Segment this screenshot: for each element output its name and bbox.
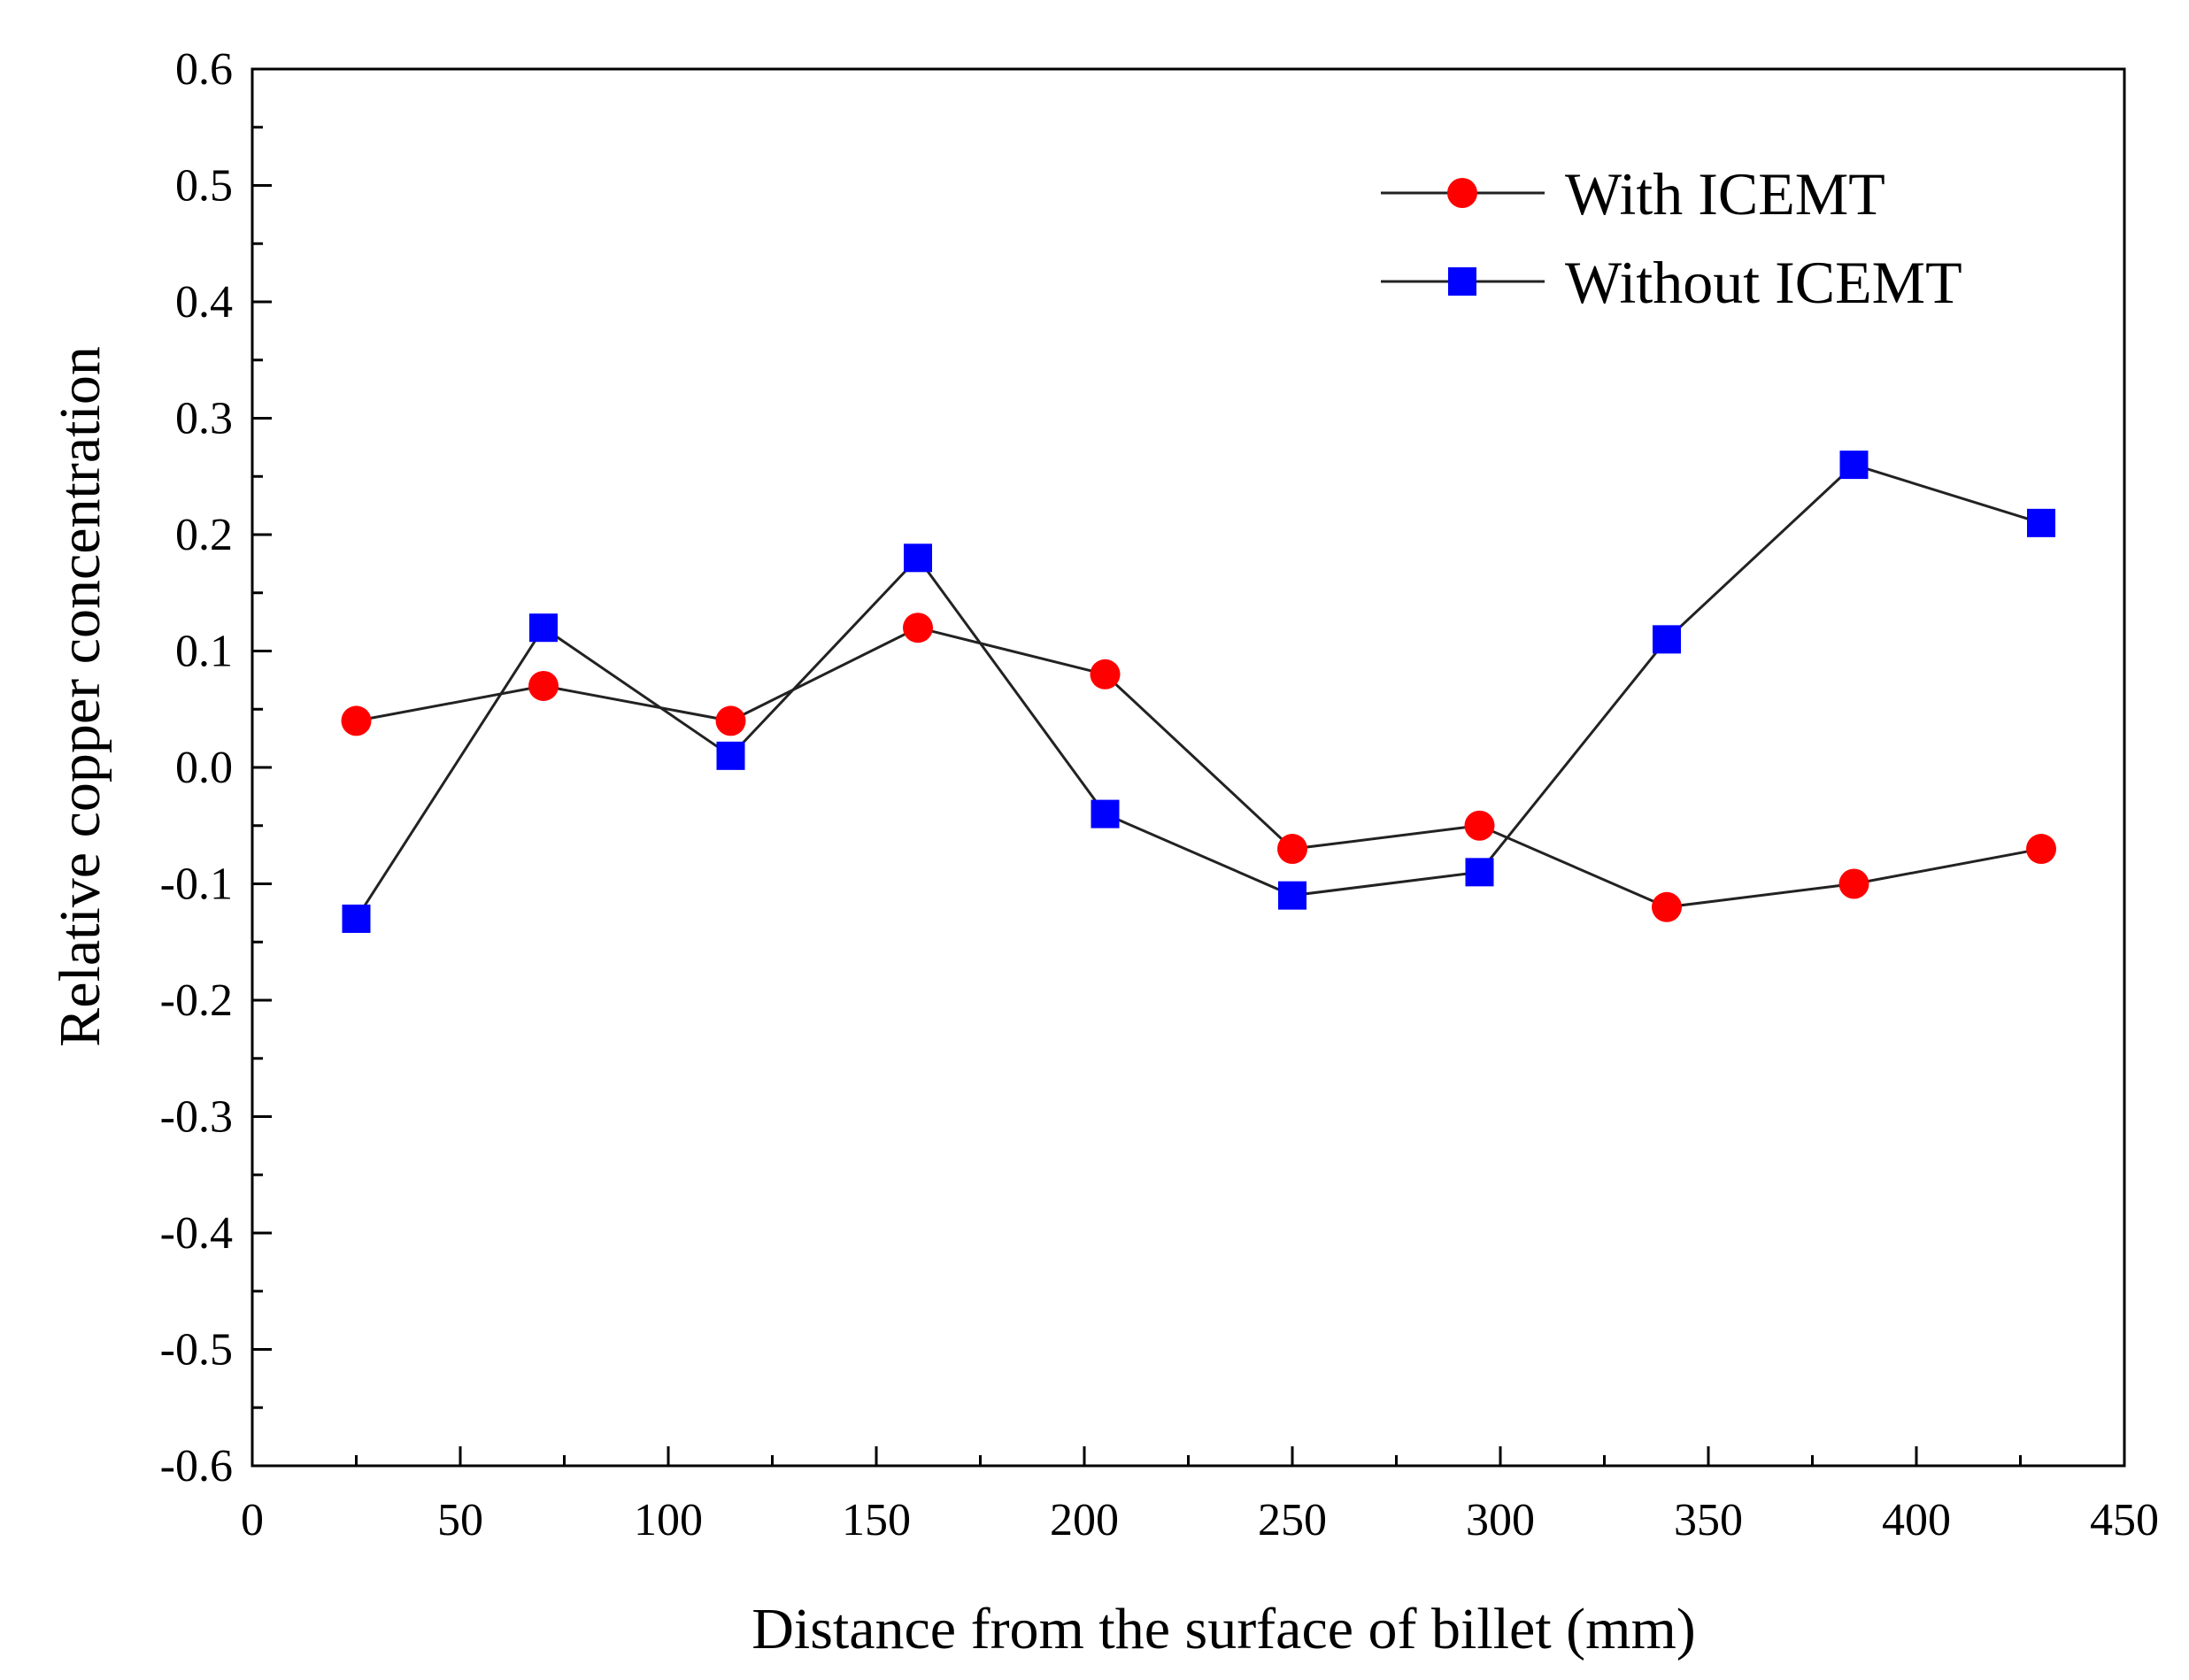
y-tick-label: 0.6 <box>175 44 233 95</box>
y-axis-title: Relative copper concentration <box>48 346 112 1047</box>
x-tick-label: 0 <box>241 1495 264 1545</box>
y-tick-label: -0.4 <box>160 1208 233 1259</box>
data-point-with-icemt <box>715 705 746 736</box>
y-tick-label: -0.2 <box>160 975 233 1026</box>
legend-marker-with-icemt <box>1447 178 1477 208</box>
x-tick-label: 250 <box>1258 1495 1327 1545</box>
data-point-with-icemt <box>528 670 559 701</box>
data-point-without-icemt <box>529 613 558 643</box>
x-axis-ticks: 0 50 100 150 200 250 300 350 400 450 <box>241 1446 2159 1545</box>
x-tick-label: 50 <box>437 1495 483 1545</box>
data-point-without-icemt <box>1091 799 1120 828</box>
data-point-with-icemt <box>1652 891 1682 922</box>
legend-label-with-icemt: With ICEMT <box>1565 160 1885 227</box>
legend-marker-without-icemt <box>1448 267 1476 296</box>
data-point-without-icemt <box>2027 508 2055 537</box>
y-axis-ticks: -0.6 -0.5 -0.4 -0.3 -0.2 -0.1 0.0 0.1 0.2 0.3 0.4 0… <box>160 44 272 1491</box>
x-tick-label: 350 <box>1674 1495 1743 1545</box>
y-tick-label: 0.4 <box>175 277 233 328</box>
data-point-without-icemt <box>1278 881 1306 910</box>
data-point-with-icemt <box>341 705 372 736</box>
data-point-without-icemt <box>1465 858 1494 887</box>
data-point-without-icemt <box>1839 451 1869 480</box>
x-tick-label: 200 <box>1050 1495 1119 1545</box>
data-point-without-icemt <box>342 904 371 933</box>
y-tick-label: 0.0 <box>175 743 233 793</box>
data-point-with-icemt <box>1464 810 1495 841</box>
y-tick-label: -0.3 <box>160 1092 233 1143</box>
x-tick-label: 100 <box>634 1495 703 1545</box>
y-tick-label: 0.2 <box>175 510 233 560</box>
y-tick-label: 0.5 <box>175 161 233 212</box>
y-tick-label: 0.3 <box>175 394 233 444</box>
plot-frame <box>251 67 2126 1468</box>
x-tick-label: 450 <box>2090 1495 2159 1545</box>
data-point-with-icemt <box>1090 659 1121 690</box>
x-tick-label: 150 <box>842 1495 911 1545</box>
legend: With ICEMT Without ICEMT <box>1381 160 1962 316</box>
y-tick-label: -0.1 <box>160 859 233 910</box>
data-point-with-icemt <box>1838 868 1869 899</box>
data-point-without-icemt <box>904 543 932 573</box>
series-line-without-icemt <box>355 463 2042 920</box>
data-point-without-icemt <box>1653 625 1681 654</box>
data-point-with-icemt <box>1277 834 1307 865</box>
data-point-with-icemt <box>2026 834 2056 865</box>
data-point-without-icemt <box>716 741 745 770</box>
y-tick-label: -0.5 <box>160 1325 233 1376</box>
series-line-with-icemt <box>356 626 2042 909</box>
y-tick-label: -0.6 <box>160 1441 233 1491</box>
y-tick-label: 0.1 <box>175 627 233 677</box>
x-tick-label: 300 <box>1466 1495 1535 1545</box>
x-tick-label: 400 <box>1882 1495 1951 1545</box>
x-axis-title: Distance from the surface of billet (mm) <box>752 1597 1696 1661</box>
data-point-with-icemt <box>903 613 933 643</box>
legend-label-without-icemt: Without ICEMT <box>1565 249 1962 316</box>
series-layer <box>341 451 2056 933</box>
